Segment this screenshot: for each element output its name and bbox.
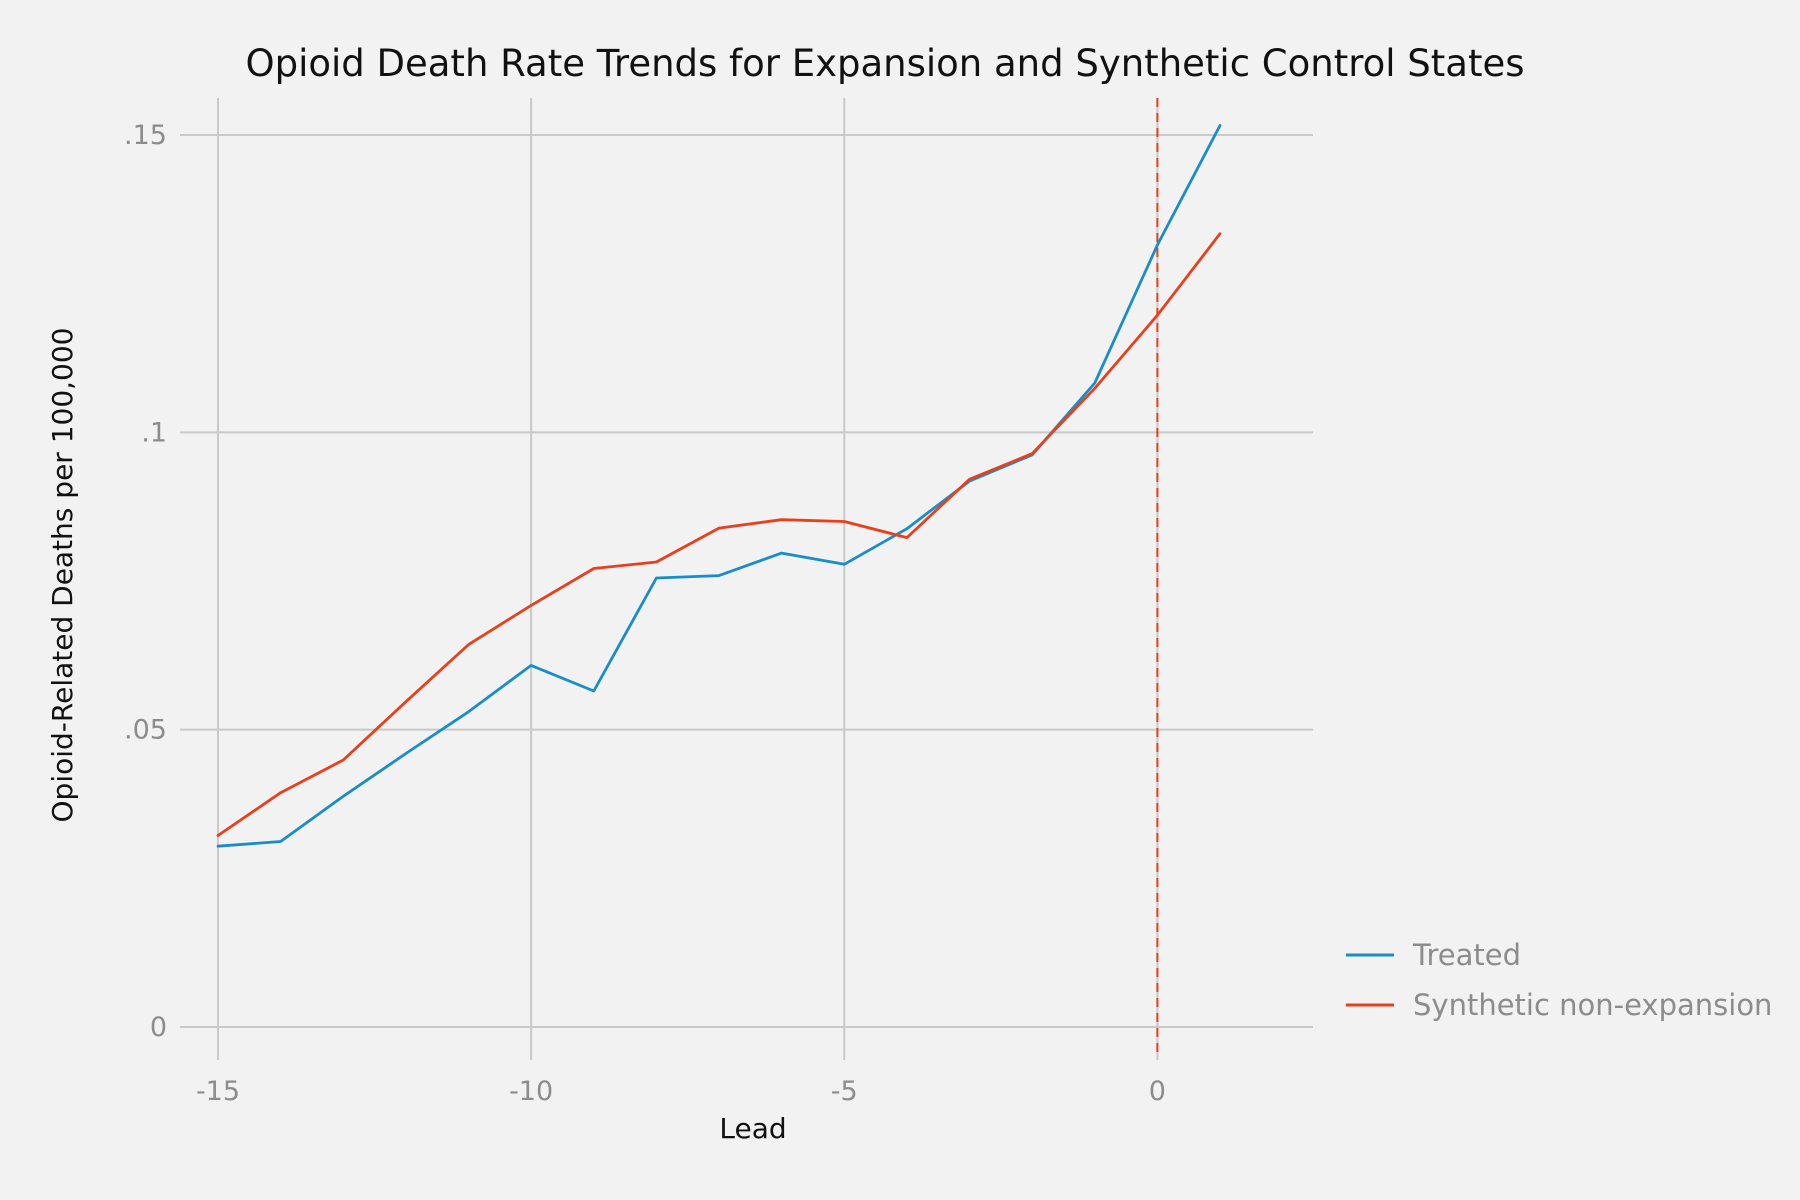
y-tick-label: .1	[141, 417, 167, 448]
x-tick-label: 0	[1149, 1076, 1166, 1107]
legend-label-synthetic-non-expansion: Synthetic non-expansion	[1413, 988, 1772, 1022]
x-axis-ticks: -15 -10 -5 0	[196, 1076, 1166, 1107]
grid	[180, 98, 1313, 1060]
x-tick-label: -5	[831, 1076, 858, 1107]
x-tick-label: -10	[509, 1076, 553, 1107]
series-lines	[216, 124, 1222, 848]
legend: Treated Synthetic non-expansion	[1346, 938, 1772, 1022]
y-axis-title: Opioid-Related Deaths per 100,000	[46, 328, 79, 823]
y-axis-ticks: 0 .05 .1 .15	[124, 120, 167, 1043]
y-tick-label: .15	[124, 120, 167, 151]
series-line-synthetic-non-expansion	[216, 232, 1222, 837]
y-tick-label: 0	[150, 1012, 167, 1043]
legend-label-treated: Treated	[1412, 938, 1521, 972]
x-axis-title: Lead	[719, 1112, 786, 1145]
chart-title: Opioid Death Rate Trends for Expansion a…	[245, 42, 1524, 85]
x-tick-label: -15	[196, 1076, 240, 1107]
y-tick-label: .05	[124, 715, 167, 746]
